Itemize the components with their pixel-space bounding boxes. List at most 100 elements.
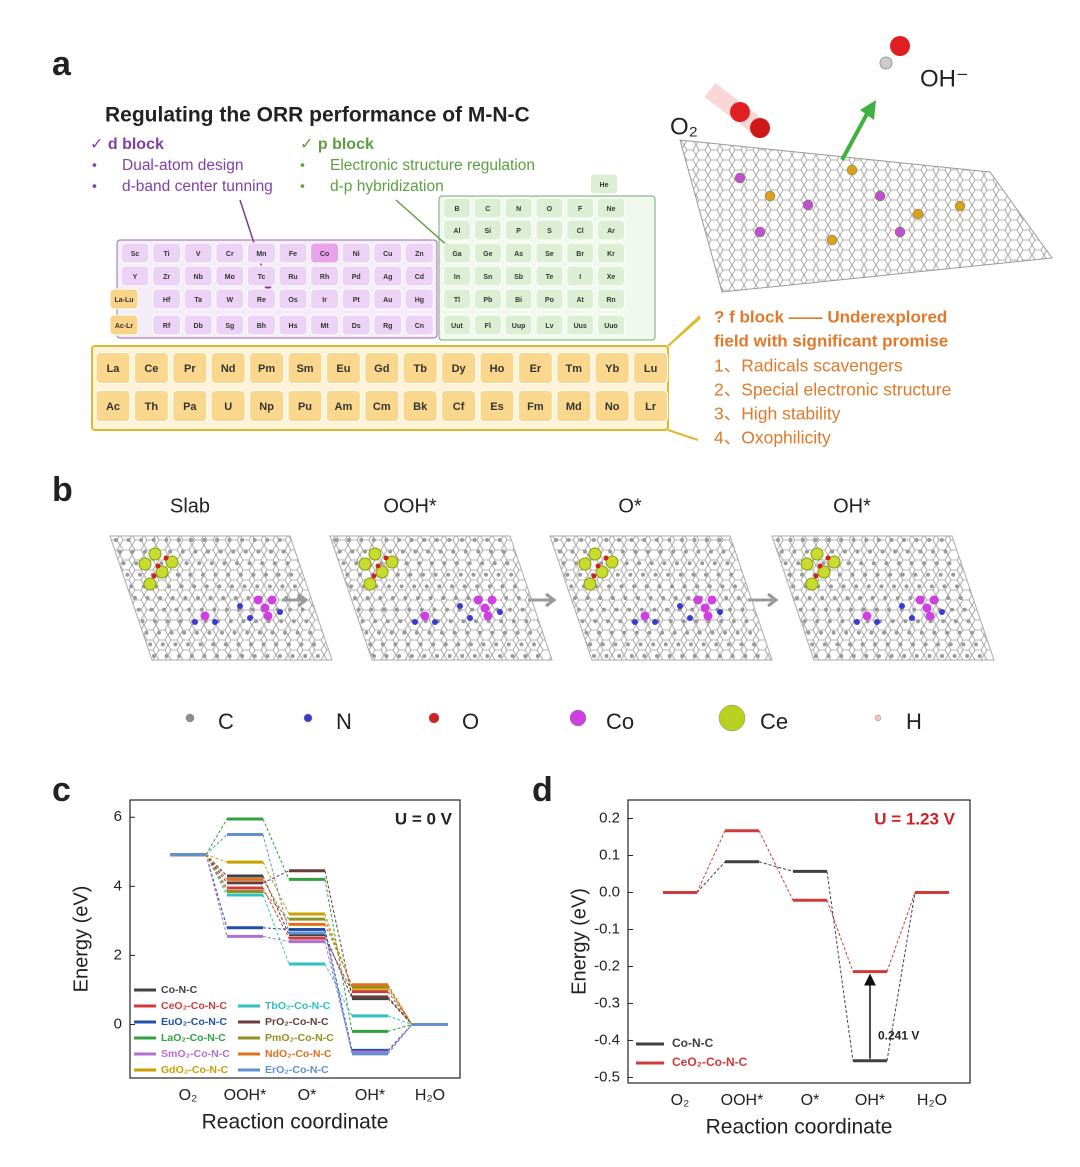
ce-atom [358, 557, 372, 571]
connector [324, 934, 353, 999]
carbon-atom [157, 630, 161, 635]
carbon-atom [384, 538, 389, 542]
carbon-atom [201, 572, 205, 577]
carbon-atom [180, 549, 185, 554]
sheet-atom [734, 172, 746, 184]
carbon-atom [668, 619, 673, 624]
carbon-atom [129, 584, 134, 589]
carbon-atom [691, 572, 696, 577]
carbon-atom [779, 549, 784, 554]
element-tile [443, 265, 471, 287]
element-tile [246, 288, 276, 310]
carbon-atom [252, 538, 257, 542]
carbon-atom [622, 630, 627, 635]
element-tile [473, 314, 502, 336]
carbon-atom [629, 538, 634, 542]
carbon-atom [422, 654, 427, 658]
f-block-item: 3、High stability [714, 404, 841, 424]
element-symbol: Lu [644, 363, 657, 375]
carbon-atom [652, 607, 657, 612]
element-tile [597, 242, 625, 264]
step-arrow [748, 592, 779, 608]
element-symbol: Ar [607, 228, 615, 235]
carbon-atom [662, 561, 667, 566]
carbon-atom [170, 596, 175, 600]
ce-atom [138, 557, 152, 571]
element-symbol: In [454, 274, 460, 281]
carbon-atom [977, 654, 982, 658]
carbon-atom [515, 630, 520, 635]
bullet-dot: • [300, 178, 305, 194]
element-tile [479, 390, 515, 422]
carbon-atom [892, 584, 896, 589]
carbon-atom [145, 596, 150, 600]
element-symbol: Tm [566, 363, 583, 375]
carbon-atom [345, 572, 350, 577]
carbon-atom [850, 572, 855, 577]
carbon-atom [846, 561, 851, 566]
co-atom [260, 603, 270, 613]
carbon-atom [403, 596, 408, 600]
ce-atom [583, 577, 597, 591]
carbon-atom [196, 596, 200, 600]
atom-legend-marker [569, 709, 587, 727]
element-tile [183, 265, 213, 287]
carbon-atom [965, 654, 970, 658]
carbon-atom [214, 538, 219, 542]
element-tile [133, 390, 169, 422]
element-tile [597, 197, 625, 219]
element-symbol: Gd [374, 363, 389, 375]
atom-legend-marker [428, 712, 440, 724]
co-atom [487, 595, 497, 605]
arrow-label: 0.241 V [878, 1028, 919, 1042]
element-tile [183, 314, 213, 336]
element-tile [215, 265, 245, 287]
element-symbol: Se [545, 251, 554, 258]
carbon-atom [186, 642, 190, 647]
carbon-atom [160, 642, 165, 647]
element-symbol: At [577, 297, 585, 304]
carbon-atom [532, 642, 536, 647]
ce-atom [143, 577, 157, 591]
carbon-atom [822, 642, 827, 647]
carbon-atom [285, 561, 290, 566]
carbon-atom [117, 549, 122, 554]
element-symbol: Po [545, 297, 554, 304]
carbon-atom [496, 572, 501, 577]
carbon-atom [204, 584, 209, 589]
legend-label: CeO₂-Co-N-C [161, 1000, 227, 1012]
carbon-atom [641, 572, 645, 577]
carbon-atom [209, 561, 214, 566]
element-tile [594, 352, 630, 384]
n-atom [909, 615, 915, 621]
element-tile [249, 390, 285, 422]
carbon-atom [697, 630, 702, 635]
carbon-atom [168, 549, 173, 554]
carbon-atom [661, 596, 666, 600]
element-tile [246, 314, 276, 336]
element-tile [504, 197, 533, 219]
carbon-atom [125, 572, 130, 577]
x-tick-label: OOH* [721, 1092, 764, 1109]
o-atom [151, 573, 157, 579]
reaction-arrowhead [860, 100, 876, 120]
carbon-atom [731, 619, 736, 624]
carbon-atom [535, 654, 540, 658]
carbon-atom [505, 561, 510, 566]
element-tile [183, 242, 213, 264]
element-symbol: As [514, 251, 523, 258]
carbon-atom [114, 538, 118, 542]
carbon-atom [717, 538, 722, 542]
x-tick-label: H₂O [415, 1087, 445, 1104]
carbon-atom [458, 572, 463, 577]
carbon-atom [820, 596, 825, 600]
carbon-atom [198, 642, 203, 647]
carbon-atom [824, 607, 828, 612]
state-label: Slab [170, 495, 210, 517]
element-symbol: Rf [163, 323, 171, 330]
carbon-atom [442, 561, 447, 566]
f-block-heading: field with significant promise [714, 331, 948, 350]
carbon-atom [238, 572, 243, 577]
carbon-atom [418, 642, 423, 647]
x-tick-label: OH* [355, 1087, 385, 1104]
